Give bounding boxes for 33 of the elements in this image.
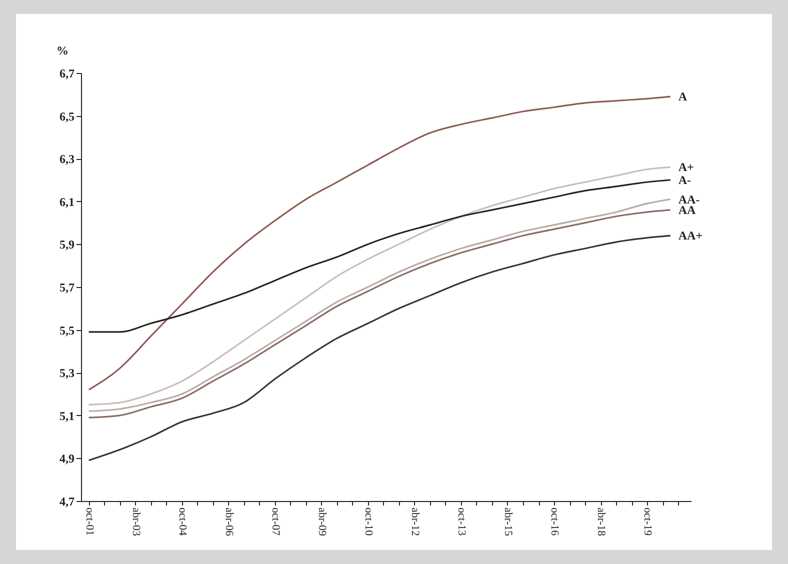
- x-tick-label: abr-06: [222, 508, 235, 536]
- series-label: A-: [678, 173, 692, 187]
- y-tick-label: 5,5: [60, 323, 74, 338]
- x-tick-label: abr-15: [502, 508, 514, 536]
- y-tick-label: 6,3: [60, 152, 74, 166]
- y-tick-label: 5,9: [60, 238, 74, 252]
- y-tick-label: 5,7: [60, 280, 74, 294]
- x-tick-label: abr-12: [408, 508, 421, 536]
- x-tick-label: oct-13: [456, 508, 468, 536]
- series-label: A+: [678, 160, 694, 174]
- line-series: [88, 96, 672, 391]
- x-tick-label: oct-16: [548, 508, 561, 536]
- series-label: A: [678, 90, 688, 104]
- series-label: AA+: [678, 228, 703, 243]
- y-tick-label: 6,7: [60, 66, 74, 80]
- x-tick-label: abr-18: [595, 508, 608, 536]
- x-tick-label: abr-09: [316, 508, 328, 536]
- x-tick-label: oct-10: [362, 508, 374, 536]
- y-tick-label: 4,7: [60, 494, 74, 508]
- x-tick-label: oct-01: [83, 508, 96, 536]
- y-tick-label: 6,1: [60, 194, 74, 209]
- line-series: [88, 166, 672, 406]
- y-axis-title: %: [56, 44, 68, 58]
- y-tick-label: 5,1: [60, 408, 74, 423]
- x-tick-label: oct-07: [269, 508, 282, 536]
- y-tick-label: 5,3: [60, 366, 74, 380]
- x-tick-label: oct-04: [176, 508, 188, 536]
- x-tick-label: oct-19: [642, 508, 654, 536]
- y-tick-label: 6,5: [60, 109, 74, 124]
- line-series: [88, 234, 672, 462]
- x-tick-label: abr-03: [130, 508, 142, 536]
- y-tick-label: 4,9: [60, 452, 74, 466]
- line-series: [88, 179, 672, 333]
